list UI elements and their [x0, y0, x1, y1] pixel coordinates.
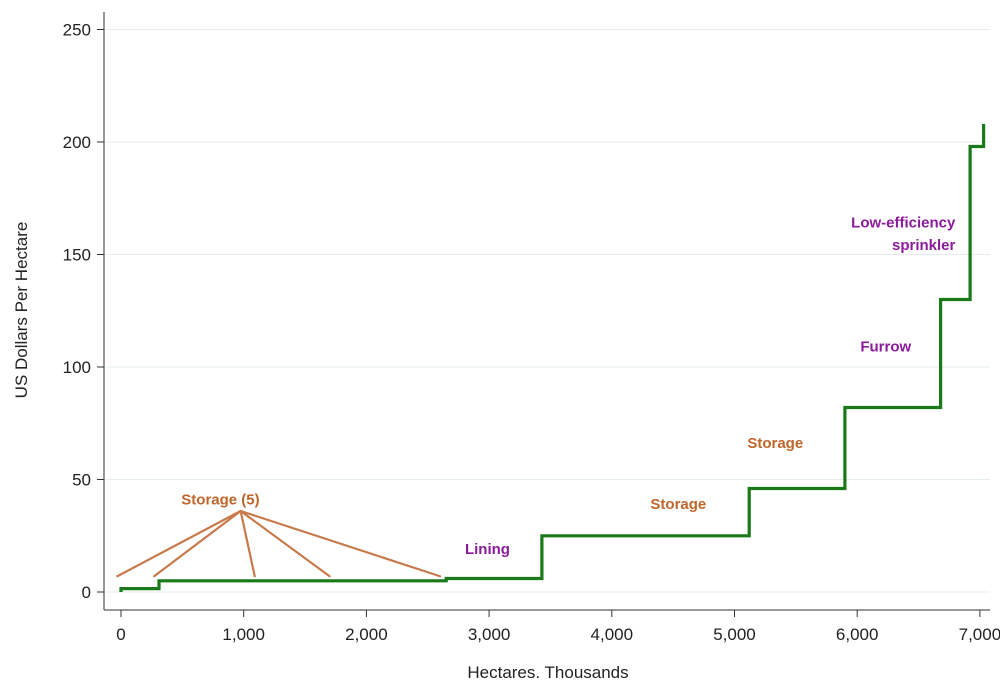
annotation-label: Storage [747, 435, 803, 452]
storage-pointer-line [239, 509, 442, 578]
y-axis-title: US Dollars Per Hectare [12, 222, 31, 399]
ticks: 0 50 100 150 200 250 0 1,000 2,000 3,000 4,000 5,00… [63, 21, 1000, 645]
y-tick-label: 50 [72, 471, 91, 490]
storage-pointer-line [239, 509, 256, 578]
x-tick-label: 5,000 [713, 625, 756, 644]
axes [103, 12, 990, 611]
cost-step-line [119, 124, 986, 592]
annotation-label: sprinkler [892, 237, 956, 254]
x-tick-label: 7,000 [959, 625, 1000, 644]
annotation-label: Storage [650, 496, 706, 513]
x-tick-label: 1,000 [222, 625, 265, 644]
storage-pointer-line [116, 509, 242, 578]
x-axis-title: Hectares. Thousands [467, 663, 628, 682]
y-tick-label: 100 [63, 358, 91, 377]
y-tick-label: 250 [63, 21, 91, 40]
storage-pointer-line [239, 509, 331, 578]
y-tick-label: 0 [82, 583, 91, 602]
y-tick-label: 200 [63, 133, 91, 152]
storage-pointer-line [153, 509, 242, 578]
storage-pointer-lines [116, 509, 442, 578]
annotation-label: Furrow [860, 338, 911, 355]
x-tick-label: 4,000 [591, 625, 634, 644]
x-tick-label: 6,000 [836, 625, 879, 644]
grid-lines [105, 29, 990, 593]
annotation-label: Low-efficiency [851, 215, 956, 232]
annotation-label: Lining [465, 541, 510, 558]
annotation-label: Storage (5) [181, 491, 259, 508]
y-tick-label: 150 [63, 246, 91, 265]
x-tick-label: 2,000 [345, 625, 388, 644]
annotations: Storage (5) Lining Storage Storage Furrow Low… [181, 215, 956, 558]
x-tick-label: 0 [116, 625, 125, 644]
series-layer [119, 124, 986, 592]
x-tick-label: 3,000 [468, 625, 511, 644]
